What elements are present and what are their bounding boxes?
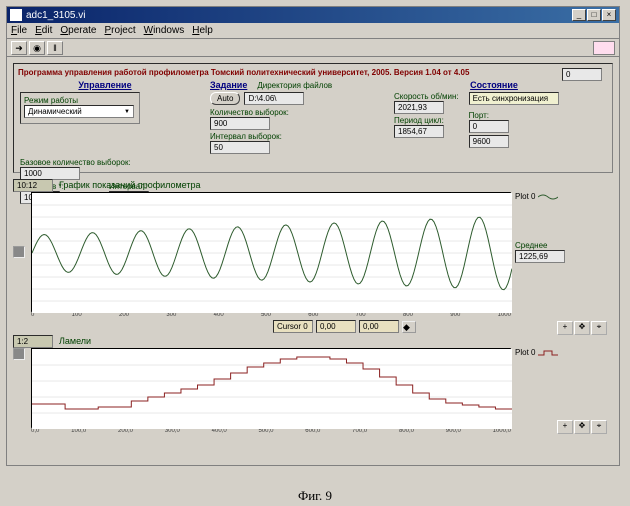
section-upravlenie: Управление	[20, 80, 190, 90]
chart1-title: График показаний профилометра	[59, 180, 201, 190]
menu-windows[interactable]: Windows	[144, 25, 185, 36]
pan2-icon[interactable]: ✥	[574, 420, 590, 434]
cursor2-icon[interactable]: ⌖	[591, 420, 607, 434]
cursor-y: 0,00	[359, 320, 399, 333]
section-zadanie: Задание	[210, 80, 247, 90]
program-header: Программа управления работой профилометр…	[18, 68, 608, 77]
run-button[interactable]: ➜	[11, 41, 27, 55]
pause-button[interactable]: ‖	[47, 41, 63, 55]
cursor-icon[interactable]: ⌖	[591, 321, 607, 335]
content-area: Программа управления работой профилометр…	[7, 57, 619, 465]
figure-caption: Фиг. 9	[0, 488, 630, 504]
mode-label: Режим работы	[24, 96, 136, 105]
port-field[interactable]: 0	[469, 120, 509, 133]
minimize-button[interactable]: _	[572, 9, 586, 21]
bazovoe-label: Базовое количество выборок:	[20, 158, 190, 167]
main-window: adc1_3105.vi _ □ × File Edit Operate Pro…	[6, 6, 620, 466]
zoom2-icon[interactable]: +	[557, 420, 573, 434]
chart2-plot[interactable]	[31, 348, 511, 428]
menu-operate[interactable]: Operate	[60, 25, 96, 36]
titlebar: adc1_3105.vi _ □ ×	[7, 7, 619, 23]
port-label: Порт:	[469, 111, 559, 120]
top-panel: Программа управления работой профилометр…	[13, 63, 613, 173]
close-button[interactable]: ×	[602, 9, 616, 21]
menu-project[interactable]: Project	[105, 25, 136, 36]
window-title: adc1_3105.vi	[26, 10, 86, 21]
topval-field: 0	[562, 68, 602, 81]
chart1-tool-icon[interactable]	[13, 246, 25, 258]
chart2-time: 1:2	[13, 335, 53, 348]
chart2-legend: Plot 0	[515, 348, 581, 357]
chart2-palette[interactable]: + ✥ ⌖	[557, 420, 607, 434]
zoom-icon[interactable]: +	[557, 321, 573, 335]
cursor-nav-icon[interactable]: ◆	[402, 321, 416, 333]
period-label: Период цикл:	[394, 116, 459, 125]
period-field: 1854,67	[394, 125, 444, 138]
chart1-time: 10:12	[13, 179, 53, 192]
kolich-field[interactable]: 900	[210, 117, 270, 130]
menu-file[interactable]: File	[11, 25, 27, 36]
chart1-plot[interactable]	[31, 192, 511, 312]
menu-help[interactable]: Help	[192, 25, 213, 36]
stop-button[interactable]: ◉	[29, 41, 45, 55]
chart1-legend: Plot 0	[515, 192, 581, 201]
chart2-area: 1:2 Ламели Plot 0	[13, 335, 613, 434]
sync-field: Есть синхронизация	[469, 92, 559, 105]
section-sostoyanie: Состояние	[394, 80, 594, 90]
cursor-x: 0,00	[316, 320, 356, 333]
pan-icon[interactable]: ✥	[574, 321, 590, 335]
chart1-palette[interactable]: + ✥ ⌖	[557, 321, 607, 335]
skorost-field: 2021,93	[394, 101, 444, 114]
srednee-field: 1225,69	[515, 250, 565, 263]
dir-label: Директория файлов	[257, 81, 332, 90]
menu-edit[interactable]: Edit	[35, 25, 52, 36]
app-icon	[10, 9, 22, 21]
chart2-tool-icon[interactable]	[13, 348, 25, 360]
cursor-label: Cursor 0	[273, 320, 313, 333]
toolbar: ➜ ◉ ‖	[7, 39, 619, 57]
interval-field[interactable]: 50	[210, 141, 270, 154]
mode-dropdown[interactable]: Динамический	[24, 105, 134, 118]
maximize-button[interactable]: □	[587, 9, 601, 21]
labview-icon	[593, 41, 615, 55]
kolich-label: Количество выборок:	[210, 108, 370, 117]
dir-field[interactable]: D:\4.06\	[244, 92, 304, 105]
menubar: File Edit Operate Project Windows Help	[7, 23, 619, 39]
chart2-title: Ламели	[59, 336, 91, 346]
auto-button[interactable]: Auto	[210, 92, 240, 105]
skorost-label: Скорость об/мин:	[394, 92, 459, 101]
baud-field[interactable]: 9600	[469, 135, 509, 148]
srednee-label: Среднее	[515, 241, 581, 250]
chart1-area: 10:12 График показаний профилометра	[13, 179, 613, 333]
interval-label: Интервал выборок:	[210, 132, 370, 141]
